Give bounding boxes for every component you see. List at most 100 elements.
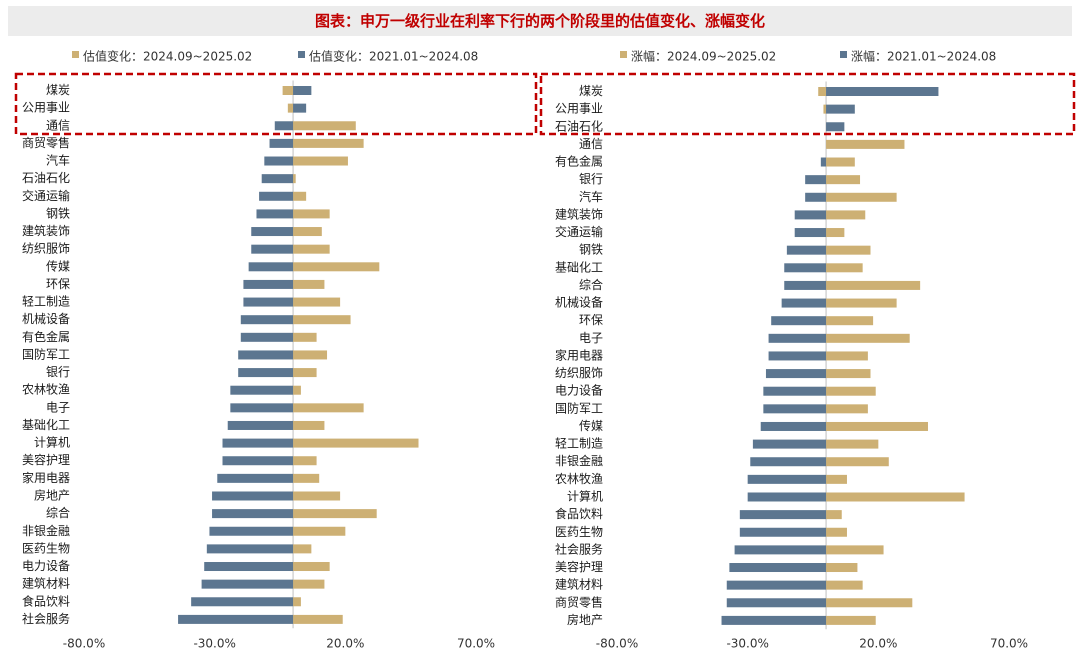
bar-past xyxy=(826,87,939,96)
category-label: 商贸零售 xyxy=(555,594,603,609)
category-label: 银行 xyxy=(46,365,70,379)
category-label: 基础化工 xyxy=(22,418,70,432)
bar-past xyxy=(768,351,827,361)
bar-past xyxy=(805,175,827,185)
bar-recent xyxy=(293,209,330,219)
bar-recent xyxy=(293,121,356,131)
bar-past xyxy=(201,579,294,589)
category-label: 通信 xyxy=(579,137,603,151)
bar-past xyxy=(726,580,827,590)
bar-recent xyxy=(293,350,328,360)
bar-past xyxy=(739,527,827,537)
bar-past xyxy=(217,473,294,483)
category-label: 美容护理 xyxy=(555,559,603,574)
category-label: 农林牧渔 xyxy=(555,472,603,486)
bar-recent xyxy=(826,245,871,255)
bar-past xyxy=(227,420,294,430)
bar-past xyxy=(721,615,827,625)
bar-recent xyxy=(293,385,301,395)
category-label: 综合 xyxy=(46,505,70,520)
bar-past xyxy=(760,421,827,431)
bar-past xyxy=(293,103,307,113)
legend-label: 估值变化：2024.09~2025.02 xyxy=(83,49,252,64)
category-label: 电力设备 xyxy=(22,559,70,573)
bar-recent xyxy=(826,474,847,484)
bar-recent xyxy=(293,491,341,501)
bar-recent xyxy=(826,298,897,308)
x-tick-label: 20.0% xyxy=(326,637,364,651)
bar-recent xyxy=(293,579,325,589)
category-label: 轻工制造 xyxy=(555,437,603,451)
category-label: 公用事业 xyxy=(555,102,603,116)
bar-past xyxy=(826,122,845,132)
category-label: 综合 xyxy=(579,277,603,292)
bar-recent xyxy=(826,157,855,167)
category-label: 医药生物 xyxy=(22,541,70,555)
bar-recent xyxy=(826,139,905,149)
bar-recent xyxy=(293,526,346,536)
bar-recent xyxy=(826,192,897,202)
bar-past xyxy=(726,598,827,608)
bar-recent xyxy=(287,103,294,113)
bar-recent xyxy=(293,279,325,289)
category-label: 机械设备 xyxy=(22,311,70,326)
bar-past xyxy=(752,439,827,449)
bar-recent xyxy=(826,210,866,220)
bar-recent xyxy=(293,227,322,237)
category-label: 社会服务 xyxy=(555,541,603,556)
category-label: 建筑装饰 xyxy=(22,223,70,238)
category-label: 石油石化 xyxy=(22,171,70,185)
category-label: 电力设备 xyxy=(555,384,603,398)
bar-past xyxy=(784,263,827,273)
bar-recent xyxy=(293,509,377,519)
bar-past xyxy=(805,192,827,202)
price-change-chart: 涨幅：2024.09~2025.02 涨幅：2021.01~2024.08 煤炭公用… xyxy=(539,49,1076,651)
bar-recent xyxy=(826,175,861,185)
category-label: 石油石化 xyxy=(555,119,603,133)
bar-past xyxy=(763,386,827,396)
category-label: 农林牧渔 xyxy=(22,383,70,397)
bar-past xyxy=(222,438,294,448)
bar-recent xyxy=(818,87,827,96)
bar-recent xyxy=(826,563,858,573)
bar-recent xyxy=(293,456,317,466)
bar-past xyxy=(243,279,294,289)
category-label: 房地产 xyxy=(567,612,603,627)
category-label: 电子 xyxy=(46,400,70,414)
bar-recent xyxy=(293,597,301,607)
bar-recent xyxy=(826,316,874,326)
bar-past xyxy=(293,86,312,95)
category-label: 医药生物 xyxy=(555,525,603,539)
bar-recent xyxy=(826,351,868,361)
bar-recent xyxy=(826,263,863,273)
bar-recent xyxy=(826,386,876,396)
bar-past xyxy=(729,563,827,573)
bar-past xyxy=(238,350,294,360)
category-label: 电子 xyxy=(579,331,603,345)
category-label: 计算机 xyxy=(567,488,603,503)
valuation-change-chart: 估值变化：2024.09~2025.02 估值变化：2021.01~2024.08… xyxy=(14,49,538,651)
category-label: 房地产 xyxy=(34,487,70,502)
category-label: 国防军工 xyxy=(22,346,70,361)
bar-recent xyxy=(282,86,294,95)
bar-recent xyxy=(293,315,351,325)
category-label: 有色金属 xyxy=(555,154,603,169)
bar-recent xyxy=(293,473,320,483)
x-tick-label: -30.0% xyxy=(726,637,768,651)
bar-past xyxy=(747,492,827,502)
bar-recent xyxy=(823,104,827,114)
bar-past xyxy=(204,562,294,572)
category-label: 国防军工 xyxy=(555,400,603,415)
bar-past xyxy=(274,121,294,131)
legend-label: 涨幅：2021.01~2024.08 xyxy=(851,49,996,64)
category-label: 银行 xyxy=(579,172,603,186)
bar-recent xyxy=(293,174,296,184)
category-label: 环保 xyxy=(579,313,603,327)
x-tick-label: -80.0% xyxy=(596,637,638,651)
bar-past xyxy=(261,174,294,184)
category-label: 食品饮料 xyxy=(22,593,70,608)
bar-past xyxy=(212,509,294,519)
bar-past xyxy=(781,298,827,308)
x-tick-label: -80.0% xyxy=(63,637,105,651)
